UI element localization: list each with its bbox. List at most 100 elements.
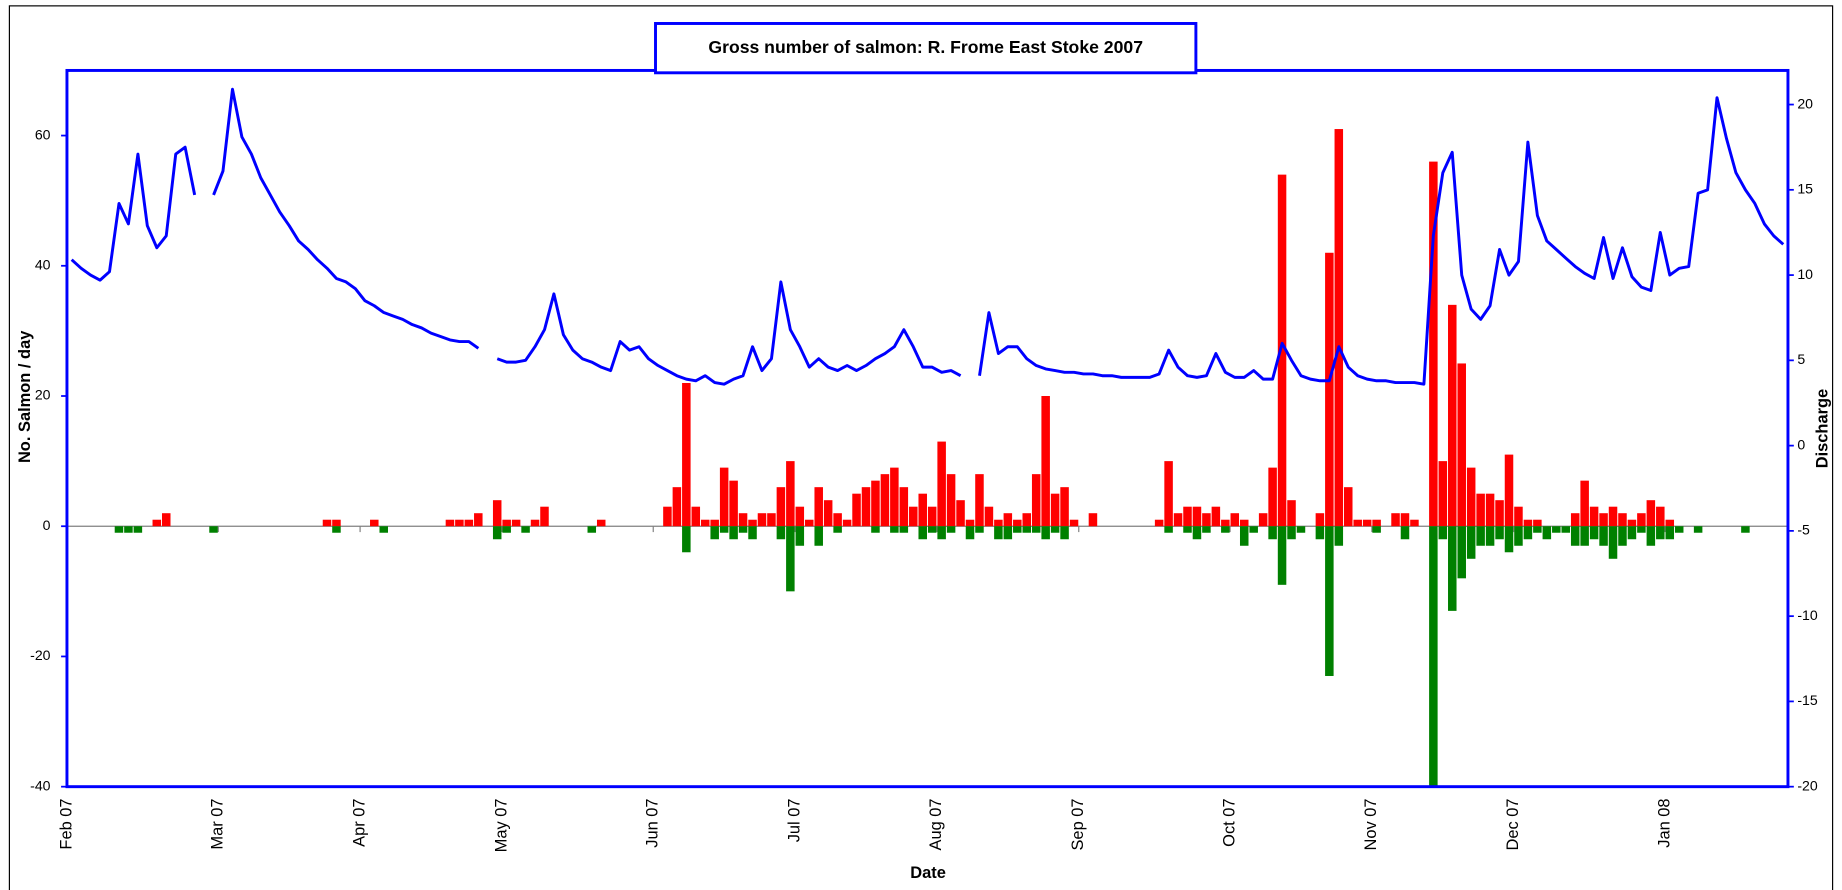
bar	[786, 526, 795, 592]
bar	[1646, 526, 1656, 546]
bar	[1239, 526, 1249, 546]
x-tick-label: Nov 07	[1362, 798, 1380, 850]
bar	[1570, 526, 1580, 546]
bar	[1041, 396, 1050, 527]
bar	[1060, 487, 1069, 527]
bar	[1485, 526, 1495, 546]
bar	[1003, 513, 1013, 527]
bar	[1230, 513, 1240, 527]
bar	[1552, 526, 1561, 533]
bar	[502, 526, 511, 533]
bar	[927, 526, 937, 533]
bar	[1514, 506, 1523, 527]
bar	[1268, 467, 1277, 527]
bar	[1457, 363, 1466, 527]
bar	[474, 513, 483, 527]
bar	[1400, 513, 1410, 527]
bar	[1514, 526, 1523, 546]
bar	[1296, 526, 1306, 533]
bar	[984, 506, 994, 527]
bar	[757, 513, 767, 527]
bar	[492, 500, 502, 527]
bar	[1570, 513, 1580, 527]
bar	[1523, 519, 1533, 527]
bar	[1485, 493, 1495, 527]
bar	[672, 487, 682, 527]
bar	[1221, 526, 1230, 533]
plot-area	[66, 70, 1788, 787]
bar	[455, 519, 464, 527]
bar	[1429, 161, 1438, 527]
bar	[1249, 526, 1258, 533]
bar	[1183, 526, 1192, 533]
bar	[729, 480, 738, 527]
bar	[1637, 513, 1646, 527]
bar	[1618, 526, 1627, 546]
bar	[738, 526, 748, 533]
y2-tick-label: 15	[1797, 181, 1813, 197]
bar	[1674, 526, 1684, 533]
x-tick-label: Sep 07	[1069, 798, 1087, 850]
bar	[1429, 526, 1438, 787]
bar	[795, 526, 805, 546]
bar	[842, 519, 852, 527]
bar	[899, 487, 909, 527]
bar	[738, 513, 748, 527]
bar	[1495, 526, 1504, 540]
bar	[1183, 506, 1192, 527]
bar	[1533, 526, 1542, 533]
y2-tick-label: 5	[1797, 351, 1805, 367]
bar	[1334, 129, 1344, 527]
bar	[1391, 513, 1400, 527]
bar	[776, 526, 786, 540]
bar	[1561, 526, 1570, 533]
bar	[1466, 526, 1476, 559]
bar	[1287, 500, 1296, 527]
bar	[1315, 526, 1325, 540]
bar	[511, 519, 521, 527]
x-tick-label: Jan 08	[1655, 798, 1673, 847]
bar	[1325, 252, 1334, 527]
bar	[1372, 526, 1381, 533]
bar	[1665, 526, 1675, 540]
bar	[833, 526, 842, 533]
bar	[1448, 304, 1457, 527]
bar	[918, 526, 927, 540]
bar	[767, 513, 776, 527]
x-tick-label: May 07	[492, 798, 510, 852]
chart-title: Gross number of salmon: R. Frome East St…	[708, 37, 1143, 57]
bar	[1665, 519, 1675, 527]
bar	[1202, 526, 1211, 533]
bar	[700, 519, 710, 527]
bar	[322, 519, 332, 527]
bar	[379, 526, 388, 533]
bar	[1448, 526, 1457, 611]
bar	[1192, 526, 1202, 540]
bar	[1599, 526, 1608, 546]
bar	[994, 519, 1003, 527]
discharge-line	[70, 87, 1785, 386]
bar	[1211, 506, 1221, 527]
y2-tick-label: -20	[1797, 777, 1818, 793]
bar	[795, 506, 805, 527]
bar	[1031, 474, 1041, 527]
bar	[540, 506, 549, 527]
bar	[1088, 513, 1098, 527]
bar	[1466, 467, 1476, 527]
x-tick-label: Mar 07	[209, 798, 227, 849]
bar	[492, 526, 502, 540]
bar	[710, 526, 719, 540]
bar	[852, 493, 861, 527]
y-tick-label: 20	[35, 387, 51, 403]
bar	[1041, 526, 1050, 540]
y2-tick-label: 20	[1797, 95, 1813, 111]
bar	[1164, 526, 1173, 533]
bar	[596, 519, 606, 527]
bar	[1656, 506, 1665, 527]
bar	[1192, 506, 1202, 527]
bar	[1013, 519, 1022, 527]
bar	[124, 526, 133, 533]
bar	[1050, 493, 1060, 527]
bar	[994, 526, 1003, 540]
